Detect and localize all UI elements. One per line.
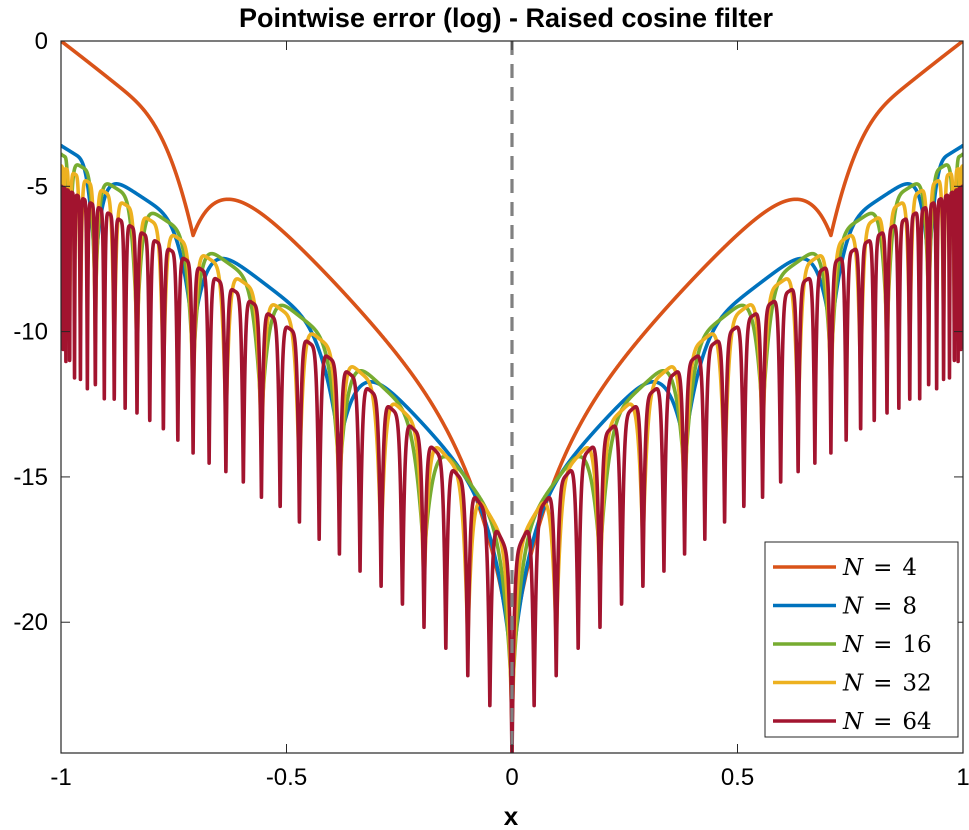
x-tick-label: -1 <box>50 764 71 791</box>
y-tick-label: -5 <box>27 173 48 200</box>
series-line-n64 <box>61 184 963 753</box>
y-ticks: 0 -5 -10 -15 -20 <box>13 28 963 636</box>
x-tick-label: 0.5 <box>721 764 754 791</box>
legend-label-n32: N = 32 <box>842 671 932 697</box>
y-tick-label: -20 <box>13 609 48 636</box>
x-tick-label: -0.5 <box>266 764 307 791</box>
x-ticks: -1 -0.5 0 0.5 1 <box>50 41 969 791</box>
legend-box <box>764 541 959 738</box>
legend-label-n4: N = 4 <box>842 555 917 581</box>
legend-label-n64: N = 64 <box>842 709 932 735</box>
x-tick-label: 0 <box>505 764 518 791</box>
y-tick-label: -10 <box>13 319 48 346</box>
legend: N = 4 N = 8 N = 16 N = 32 N = 64 <box>764 541 959 738</box>
y-tick-label: -15 <box>13 464 48 491</box>
legend-label-n8: N = 8 <box>842 594 917 620</box>
legend-label-n16: N = 16 <box>842 632 932 658</box>
x-tick-label: 1 <box>956 764 969 791</box>
y-tick-label: 0 <box>35 28 48 55</box>
chart-title: Pointwise error (log) - Raised cosine fi… <box>239 3 774 33</box>
x-axis-label: x <box>504 801 519 830</box>
